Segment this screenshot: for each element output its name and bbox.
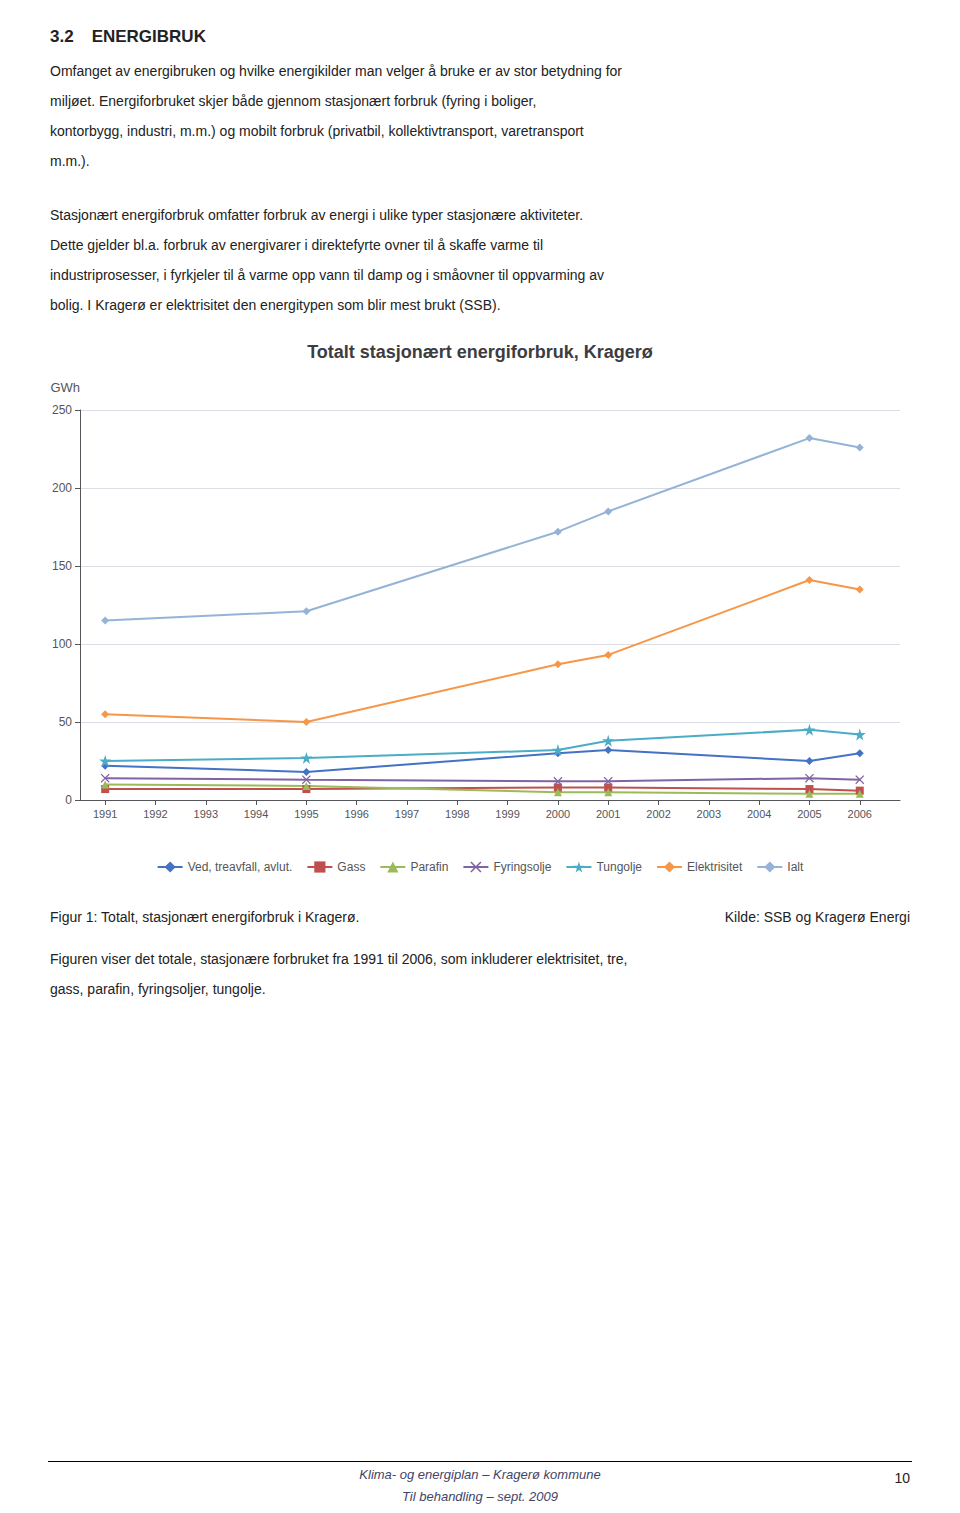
svg-text:Ved, treavfall, avlut.: Ved, treavfall, avlut. — [188, 860, 293, 874]
svg-text:1991: 1991 — [93, 808, 117, 820]
svg-text:Fyringsolje: Fyringsolje — [493, 860, 551, 874]
svg-text:2002: 2002 — [646, 808, 670, 820]
svg-text:1998: 1998 — [445, 808, 469, 820]
svg-text:Gass: Gass — [337, 860, 365, 874]
svg-text:1992: 1992 — [143, 808, 167, 820]
html-text:10: 10 — [894, 1470, 910, 1486]
svg-text:1994: 1994 — [244, 808, 268, 820]
svg-text:100: 100 — [52, 637, 72, 651]
svg-text:2001: 2001 — [596, 808, 620, 820]
html-text:Omfanget av energibruken og hv: Omfanget av energibruken og hvilke energ… — [50, 63, 622, 79]
svg-text:Tungolje: Tungolje — [596, 860, 642, 874]
svg-text:200: 200 — [52, 481, 72, 495]
html-text:gass, parafin, fyringsoljer, t: gass, parafin, fyringsoljer, tungolje. — [50, 981, 266, 997]
html-text:Kilde: SSB og Kragerø Energi: Kilde: SSB og Kragerø Energi — [724, 909, 910, 925]
svg-text:Parafin: Parafin — [410, 860, 448, 874]
html-text:ENERGIBRUK: ENERGIBRUK — [91, 27, 206, 46]
svg-text:2004: 2004 — [747, 808, 771, 820]
html-text:3.2: 3.2 — [50, 27, 74, 46]
html-text:Klima- og energiplan – Kragerø: Klima- og energiplan – Kragerø kommune — [359, 1467, 601, 1482]
svg-text:1993: 1993 — [194, 808, 218, 820]
svg-text:1997: 1997 — [395, 808, 419, 820]
svg-text:150: 150 — [52, 559, 72, 573]
svg-text:1996: 1996 — [344, 808, 368, 820]
svg-text:Ialt: Ialt — [787, 860, 804, 874]
svg-text:Totalt stasjonært energiforbru: Totalt stasjonært energiforbruk, Kragerø — [307, 342, 653, 362]
svg-text:1999: 1999 — [495, 808, 519, 820]
html-text:Til behandling – sept. 2009: Til behandling – sept. 2009 — [402, 1489, 558, 1504]
html-text:Stasjonært energiforbruk omfat: Stasjonært energiforbruk omfatter forbru… — [50, 207, 583, 223]
svg-text:2005: 2005 — [797, 808, 821, 820]
html-text:industriprosesser, i fyrkjeler: industriprosesser, i fyrkjeler til å var… — [50, 267, 604, 283]
svg-text:50: 50 — [59, 715, 73, 729]
svg-text:Elektrisitet: Elektrisitet — [687, 860, 743, 874]
svg-text:1995: 1995 — [294, 808, 318, 820]
svg-text:250: 250 — [52, 403, 72, 417]
html-text:Figuren viser det totale, stas: Figuren viser det totale, stasjonære for… — [50, 951, 628, 967]
svg-text:2003: 2003 — [697, 808, 721, 820]
svg-text:2006: 2006 — [848, 808, 872, 820]
html-text:Dette gjelder bl.a. forbruk av: Dette gjelder bl.a. forbruk av energivar… — [50, 237, 544, 253]
html-text:bolig. I Kragerø er elektrisit: bolig. I Kragerø er elektrisitet den ene… — [50, 297, 501, 313]
svg-text:2000: 2000 — [546, 808, 570, 820]
html-text:m.m.).: m.m.). — [50, 153, 90, 169]
html-text:kontorbygg, industri, m.m.) og: kontorbygg, industri, m.m.) og mobilt fo… — [50, 123, 584, 139]
svg-text:0: 0 — [65, 793, 72, 807]
html-text:miljøet. Energiforbruket skjer: miljøet. Energiforbruket skjer både gjen… — [50, 93, 537, 109]
html-text:Figur 1: Totalt, stasjonært en: Figur 1: Totalt, stasjonært energiforbru… — [50, 909, 360, 925]
svg-text:GWh: GWh — [50, 380, 80, 395]
